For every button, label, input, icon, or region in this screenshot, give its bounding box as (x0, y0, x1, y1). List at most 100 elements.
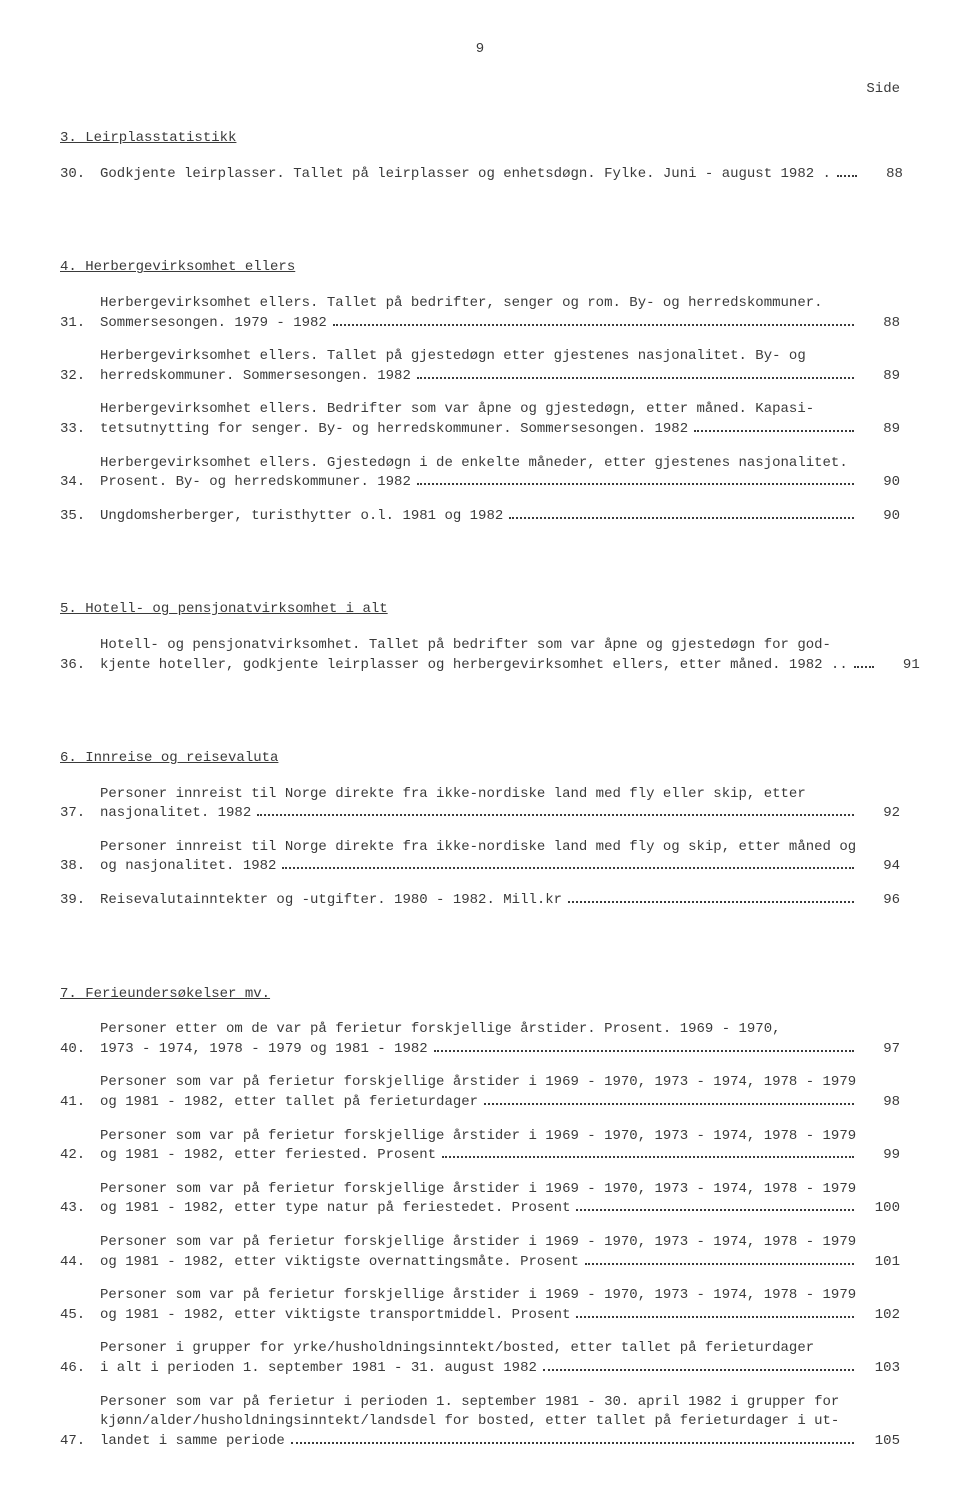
entry-text: Reisevalutainntekter og -utgifter. 1980 … (100, 891, 860, 911)
entry-line: Godkjente leirplasser. Tallet på leirpla… (100, 165, 831, 185)
entry-text: Personer som var på ferietur forskjellig… (100, 1233, 860, 1272)
entry-text: Personer som var på ferietur forskjellig… (100, 1073, 860, 1112)
entry-text: Herbergevirksomhet ellers. Tallet på gje… (100, 347, 860, 386)
entry-page: 91 (880, 656, 920, 676)
section-heading: 6. Innreise og reisevaluta (60, 749, 900, 769)
toc-entry: 35.Ungdomsherberger, turisthytter o.l. 1… (60, 507, 900, 527)
leader-dots (576, 1316, 854, 1318)
entry-number: 46. (60, 1359, 100, 1379)
entry-page: 92 (860, 804, 900, 824)
entry-line: kjønn/alder/husholdningsinntekt/landsdel… (100, 1412, 860, 1432)
entry-line: 1973 - 1974, 1978 - 1979 og 1981 - 1982 (100, 1040, 428, 1060)
section-heading: 5. Hotell- og pensjonatvirksomhet i alt (60, 600, 900, 620)
entry-number: 40. (60, 1040, 100, 1060)
entry-line: Herbergevirksomhet ellers. Gjestedøgn i … (100, 454, 860, 474)
entry-number: 33. (60, 420, 100, 440)
entry-page: 97 (860, 1040, 900, 1060)
entry-number: 42. (60, 1146, 100, 1166)
entry-text: Personer som var på ferietur i perioden … (100, 1393, 860, 1452)
entry-line: og 1981 - 1982, etter tallet på ferietur… (100, 1093, 478, 1113)
toc-entry: 30.Godkjente leirplasser. Tallet på leir… (60, 165, 900, 185)
entry-line: Personer som var på ferietur i perioden … (100, 1393, 860, 1413)
leader-dots (291, 1442, 854, 1444)
entry-text: Herbergevirksomhet ellers. Gjestedøgn i … (100, 454, 860, 493)
entry-page: 105 (860, 1432, 900, 1452)
entry-number: 37. (60, 804, 100, 824)
entry-line: Personer i grupper for yrke/husholdnings… (100, 1339, 860, 1359)
entry-number: 47. (60, 1432, 100, 1452)
entry-number: 30. (60, 165, 100, 185)
leader-dots (484, 1103, 854, 1105)
leader-dots (576, 1209, 854, 1211)
toc-entry: 46.Personer i grupper for yrke/husholdni… (60, 1339, 900, 1378)
entry-number: 39. (60, 891, 100, 911)
entry-page: 89 (860, 420, 900, 440)
entry-line: Personer innreist til Norge direkte fra … (100, 838, 860, 858)
entry-line: nasjonalitet. 1982 (100, 804, 251, 824)
entry-number: 45. (60, 1306, 100, 1326)
section-heading: 7. Ferieundersøkelser mv. (60, 985, 900, 1005)
entry-line: og 1981 - 1982, etter type natur på feri… (100, 1199, 570, 1219)
entry-text: Godkjente leirplasser. Tallet på leirpla… (100, 165, 863, 185)
entry-line: Personer som var på ferietur forskjellig… (100, 1233, 860, 1253)
entry-line: Hotell- og pensjonatvirksomhet. Tallet p… (100, 636, 880, 656)
entry-line: Herbergevirksomhet ellers. Bedrifter som… (100, 400, 860, 420)
entry-line: Personer etter om de var på ferietur for… (100, 1020, 860, 1040)
toc-entry: 42.Personer som var på ferietur forskjel… (60, 1127, 900, 1166)
entry-line: og 1981 - 1982, etter viktigste overnatt… (100, 1253, 579, 1273)
entry-line: Personer som var på ferietur forskjellig… (100, 1073, 860, 1093)
entry-text: Personer etter om de var på ferietur for… (100, 1020, 860, 1059)
entry-line: og 1981 - 1982, etter viktigste transpor… (100, 1306, 570, 1326)
entry-page: 100 (860, 1199, 900, 1219)
toc-entry: 36.Hotell- og pensjonatvirksomhet. Talle… (60, 636, 900, 675)
leader-dots (282, 867, 854, 869)
entry-text: Ungdomsherberger, turisthytter o.l. 1981… (100, 507, 860, 527)
toc-entry: 37.Personer innreist til Norge direkte f… (60, 785, 900, 824)
toc-entry: 40.Personer etter om de var på ferietur … (60, 1020, 900, 1059)
entry-text: Herbergevirksomhet ellers. Tallet på bed… (100, 294, 860, 333)
entry-page: 89 (860, 367, 900, 387)
leader-dots (568, 901, 854, 903)
entry-line: Ungdomsherberger, turisthytter o.l. 1981… (100, 507, 503, 527)
toc-entry: 34.Herbergevirksomhet ellers. Gjestedøgn… (60, 454, 900, 493)
entry-page: 96 (860, 891, 900, 911)
entry-number: 36. (60, 656, 100, 676)
leader-dots (854, 666, 874, 668)
leader-dots (333, 324, 854, 326)
leader-dots (543, 1369, 854, 1371)
entry-page: 98 (860, 1093, 900, 1113)
leader-dots (257, 814, 854, 816)
entry-text: Personer i grupper for yrke/husholdnings… (100, 1339, 860, 1378)
entry-number: 35. (60, 507, 100, 527)
entry-number: 38. (60, 857, 100, 877)
entry-text: Personer som var på ferietur forskjellig… (100, 1286, 860, 1325)
toc-content: 3. Leirplasstatistikk30.Godkjente leirpl… (60, 129, 900, 1451)
leader-dots (434, 1050, 854, 1052)
leader-dots (837, 175, 857, 177)
toc-entry: 31.Herbergevirksomhet ellers. Tallet på … (60, 294, 900, 333)
entry-line: Prosent. By- og herredskommuner. 1982 (100, 473, 411, 493)
toc-entry: 43.Personer som var på ferietur forskjel… (60, 1180, 900, 1219)
entry-line: kjente hoteller, godkjente leirplasser o… (100, 656, 848, 676)
leader-dots (585, 1263, 854, 1265)
leader-dots (442, 1156, 854, 1158)
toc-entry: 47.Personer som var på ferietur i period… (60, 1393, 900, 1452)
toc-entry: 44.Personer som var på ferietur forskjel… (60, 1233, 900, 1272)
entry-line: og nasjonalitet. 1982 (100, 857, 276, 877)
entry-number: 44. (60, 1253, 100, 1273)
entry-number: 32. (60, 367, 100, 387)
entry-line: herredskommuner. Sommersesongen. 1982 (100, 367, 411, 387)
entry-line: Herbergevirksomhet ellers. Tallet på gje… (100, 347, 860, 367)
toc-entry: 39.Reisevalutainntekter og -utgifter. 19… (60, 891, 900, 911)
toc-entry: 38.Personer innreist til Norge direkte f… (60, 838, 900, 877)
page-number-top: 9 (60, 40, 900, 60)
toc-entry: 33.Herbergevirksomhet ellers. Bedrifter … (60, 400, 900, 439)
entry-line: Herbergevirksomhet ellers. Tallet på bed… (100, 294, 860, 314)
entry-text: Personer innreist til Norge direkte fra … (100, 838, 860, 877)
entry-line: landet i samme periode (100, 1432, 285, 1452)
entry-page: 90 (860, 507, 900, 527)
entry-page: 99 (860, 1146, 900, 1166)
leader-dots (509, 517, 854, 519)
toc-entry: 45.Personer som var på ferietur forskjel… (60, 1286, 900, 1325)
entry-page: 102 (860, 1306, 900, 1326)
